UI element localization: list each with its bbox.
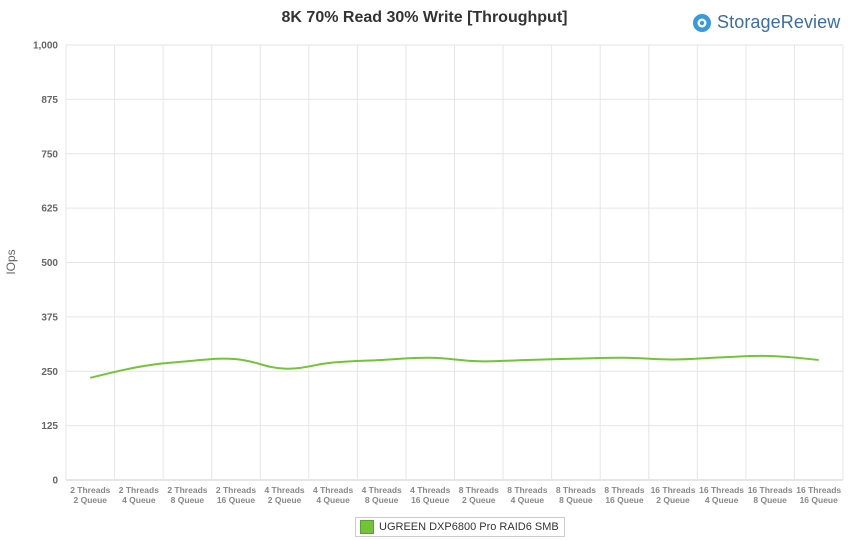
brand-name: StorageReview bbox=[717, 12, 841, 32]
x-tick-label: 2 Threads 4 Queue bbox=[119, 485, 159, 505]
x-tick-label: 2 Threads 8 Queue bbox=[167, 485, 207, 505]
x-tick-label: 8 Threads 4 Queue bbox=[507, 485, 547, 505]
x-tick-label: 2 Threads 16 Queue bbox=[216, 485, 256, 505]
y-tick-label: 750 bbox=[41, 149, 58, 160]
series-layer bbox=[90, 354, 819, 379]
y-tick-label: 875 bbox=[41, 95, 58, 106]
chart-title: 8K 70% Read 30% Write [Throughput] bbox=[281, 9, 568, 26]
x-tick-label: 8 Threads 2 Queue bbox=[459, 485, 499, 505]
x-axis-ticks: 2 Threads 2 Queue 2 Threads 4 Queue 2 Thread… bbox=[70, 485, 841, 505]
x-tick-label: 8 Threads 16 Queue bbox=[604, 485, 644, 505]
x-tick-label: 16 Threads 2 Queue bbox=[651, 485, 696, 505]
y-tick-label: 375 bbox=[41, 312, 58, 323]
brand-logo: StorageReview bbox=[692, 12, 840, 33]
legend-swatch bbox=[360, 520, 374, 534]
x-tick-label: 8 Threads 8 Queue bbox=[556, 485, 596, 505]
storagereview-logo-icon bbox=[693, 13, 711, 32]
grid-lines bbox=[65, 44, 844, 481]
y-axis-ticks: 0 125 250 375 500 625 750 875 1,000 bbox=[33, 41, 58, 487]
x-tick-label: 4 Threads 2 Queue bbox=[264, 485, 304, 505]
y-tick-label: 500 bbox=[41, 258, 58, 269]
y-tick-label: 250 bbox=[41, 367, 58, 378]
x-tick-label: 2 Threads 2 Queue bbox=[70, 485, 110, 505]
x-tick-label: 16 Threads 16 Queue bbox=[796, 485, 841, 505]
y-tick-label: 625 bbox=[41, 204, 58, 215]
x-tick-label: 4 Threads 4 Queue bbox=[313, 485, 353, 505]
y-tick-label: 1,000 bbox=[33, 41, 58, 52]
x-tick-label: 4 Threads 8 Queue bbox=[362, 485, 402, 505]
series-line[interactable] bbox=[90, 354, 819, 379]
y-tick-label: 125 bbox=[41, 421, 58, 432]
legend-label: UGREEN DXP6800 Pro RAID6 SMB bbox=[379, 521, 559, 533]
y-tick-label: 0 bbox=[52, 476, 58, 487]
x-tick-label: 16 Threads 8 Queue bbox=[748, 485, 793, 505]
x-tick-label: 16 Threads 4 Queue bbox=[699, 485, 744, 505]
legend[interactable]: UGREEN DXP6800 Pro RAID6 SMB bbox=[355, 517, 565, 537]
x-tick-label: 4 Threads 16 Queue bbox=[410, 485, 450, 505]
